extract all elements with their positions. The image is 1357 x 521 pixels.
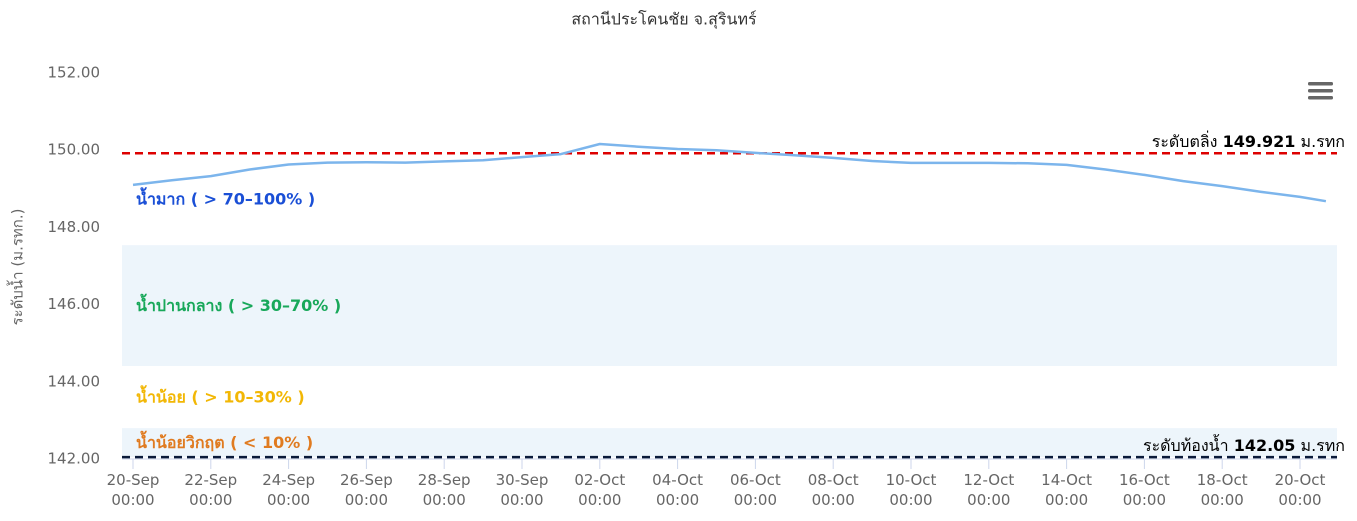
x-tick-label: 24-Sep 00:00 bbox=[262, 471, 315, 509]
y-tick-label: 142.00 bbox=[48, 450, 101, 468]
x-tick-label: 02-Oct 00:00 bbox=[574, 471, 626, 509]
reference-prefix: ระดับท้องน้ำ bbox=[1143, 434, 1229, 455]
y-tick-label: 148.00 bbox=[48, 218, 101, 236]
y-tick-label: 144.00 bbox=[48, 372, 101, 390]
series-line bbox=[132, 142, 1327, 203]
zone-label: น้ำมาก ( > 70–100% ) bbox=[136, 187, 315, 209]
x-tick-label: 30-Sep 00:00 bbox=[495, 471, 549, 509]
x-tick-label: 26-Sep 00:00 bbox=[340, 471, 393, 509]
reference-label: ระดับท้องน้ำ 142.05 ม.รทก bbox=[1143, 434, 1345, 455]
zone-label: น้ำปานกลาง ( > 30–70% ) bbox=[136, 293, 341, 315]
y-tick-label: 146.00 bbox=[48, 295, 101, 313]
reference-suffix: ม.รทก bbox=[1301, 436, 1345, 455]
chart-title: สถานีประโคนชัย จ.สุรินทร์ bbox=[571, 10, 757, 30]
x-tick-label: 28-Sep 00:00 bbox=[417, 471, 471, 509]
menu-button[interactable] bbox=[1308, 82, 1333, 100]
x-tick-label: 10-Oct 00:00 bbox=[885, 471, 937, 509]
menu-bar bbox=[1308, 89, 1333, 93]
plot-band bbox=[122, 245, 1337, 366]
zone-label: น้ำน้อย ( > 10–30% ) bbox=[136, 385, 305, 407]
y-tick-label: 150.00 bbox=[48, 141, 101, 159]
plot-band bbox=[122, 153, 1337, 246]
reference-prefix: ระดับตลิ่ง bbox=[1152, 130, 1218, 151]
menu-bar bbox=[1308, 82, 1333, 86]
x-tick-label: 20-Oct 00:00 bbox=[1274, 471, 1326, 509]
reference-value: 142.05 bbox=[1234, 436, 1296, 455]
x-tick-label: 20-Sep 00:00 bbox=[106, 471, 160, 509]
plot-band bbox=[122, 428, 1337, 458]
y-axis-title: ระดับน้ำ (ม.รทก.) bbox=[7, 209, 27, 326]
y-tick-label: 152.00 bbox=[48, 64, 101, 82]
zone-label: น้ำน้อยวิกฤต ( < 10% ) bbox=[136, 430, 313, 452]
x-tick-label: 14-Oct 00:00 bbox=[1041, 471, 1093, 509]
x-tick-label: 12-Oct 00:00 bbox=[963, 471, 1015, 509]
x-tick-label: 22-Sep 00:00 bbox=[184, 471, 238, 509]
x-tick-label: 18-Oct 00:00 bbox=[1196, 471, 1248, 509]
reference-label: ระดับตลิ่ง 149.921 ม.รทก bbox=[1152, 130, 1345, 151]
menu-bar bbox=[1308, 96, 1333, 100]
plot-band bbox=[122, 365, 1337, 429]
reference-suffix: ม.รทก bbox=[1301, 132, 1345, 151]
x-tick-label: 04-Oct 00:00 bbox=[652, 471, 704, 509]
x-tick-label: 06-Oct 00:00 bbox=[729, 471, 781, 509]
x-tick-label: 08-Oct 00:00 bbox=[807, 471, 859, 509]
x-tick-label: 16-Oct 00:00 bbox=[1118, 471, 1170, 509]
reference-value: 149.921 bbox=[1223, 132, 1296, 151]
